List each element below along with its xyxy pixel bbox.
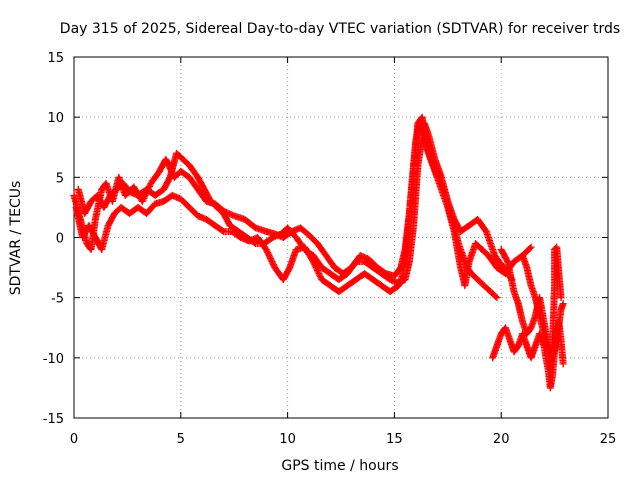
data-point [140,194,148,202]
data-point [559,300,567,308]
data-point [316,273,324,281]
y-tick-label: 10 [47,111,64,126]
y-tick-label: -10 [43,352,64,367]
x-tick-label: 10 [279,432,296,447]
data-point [314,267,322,275]
data-point [229,211,237,219]
data-point [313,265,321,273]
x-axis-title: GPS time / hours [281,458,398,474]
y-tick-label: -5 [51,292,64,307]
series-track-6 [519,243,565,374]
data-point [267,256,275,264]
data-point [527,243,535,251]
data-marks [70,113,567,392]
data-point [315,270,323,278]
grid [74,57,608,418]
x-tick-label: 25 [600,432,617,447]
data-point [264,249,272,257]
data-point [263,247,271,255]
data-point [138,197,146,205]
series-track-3 [74,119,516,287]
chart-title: Day 315 of 2025, Sidereal Day-to-day VTE… [60,21,620,37]
x-tick-label: 5 [177,432,185,447]
y-tick-label: 5 [56,171,64,186]
data-point [557,294,565,302]
data-point [162,155,170,163]
y-tick-label: 15 [47,51,64,66]
data-point [262,246,270,254]
data-point [264,250,272,258]
data-point [139,196,147,204]
y-tick-label: 0 [56,232,64,247]
data-point [526,244,534,252]
x-tick-label: 15 [386,432,403,447]
data-point [163,158,171,166]
data-point [227,210,235,218]
y-tick-label: -15 [43,412,64,427]
data-point [559,360,567,368]
y-axis-title: SDTVAR / TECUs [8,181,24,296]
data-point [266,253,274,261]
x-tick-label: 20 [493,432,510,447]
data-point [314,268,322,276]
data-point [269,261,277,269]
data-point [226,210,234,218]
data-point [265,252,273,260]
axes: 0 5 10 15 20 25 -15 -10 -5 0 5 10 15 [43,51,617,447]
data-point [493,294,501,302]
data-point [268,258,276,266]
data-point [269,259,277,267]
data-point [316,271,324,279]
data-point [163,157,171,165]
data-point [267,255,275,263]
x-tick-label: 0 [70,432,78,447]
data-point [492,292,500,300]
